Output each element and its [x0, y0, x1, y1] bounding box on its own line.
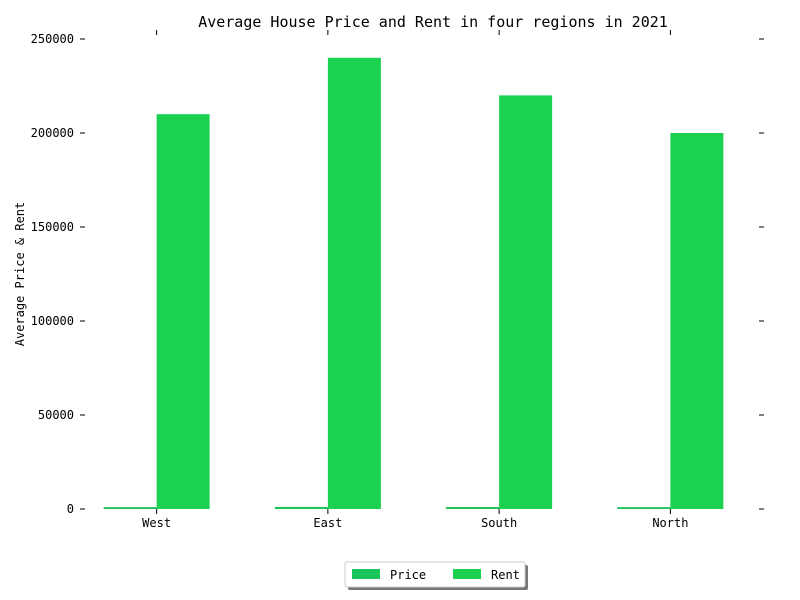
y-axis-label: Average Price & Rent [13, 202, 27, 347]
bar-price-west [103, 507, 157, 509]
y-tick-label: 50000 [38, 408, 74, 422]
x-tick-label: South [481, 516, 517, 530]
bar-rent-north [670, 133, 724, 509]
y-tick-label: 200000 [31, 126, 74, 140]
chart-title: Average House Price and Rent in four reg… [198, 13, 668, 31]
x-tick-label: West [142, 516, 171, 530]
y-tick-label: 0 [67, 502, 74, 516]
x-tick-label: North [652, 516, 688, 530]
legend[interactable]: Price Rent [344, 561, 528, 590]
y-axis: 0 50000 100000 150000 200000 250000 [31, 32, 764, 516]
x-axis: West East South North [142, 30, 688, 530]
legend-label-price: Price [390, 568, 426, 582]
bar-price-south [446, 507, 500, 509]
y-tick-label: 150000 [31, 220, 74, 234]
bar-rent-south [499, 95, 553, 510]
bar-rent-east [327, 57, 381, 510]
y-tick-label: 250000 [31, 32, 74, 46]
legend-swatch-price [352, 569, 380, 579]
bar-price-north [617, 507, 671, 509]
legend-label-rent: Rent [491, 568, 520, 582]
bar-rent-west [156, 114, 210, 509]
legend-box [344, 561, 526, 588]
bars [103, 57, 724, 510]
x-tick-label: East [313, 516, 342, 530]
bar-price-east [274, 506, 328, 509]
y-tick-label: 100000 [31, 314, 74, 328]
legend-swatch-rent [453, 569, 481, 579]
